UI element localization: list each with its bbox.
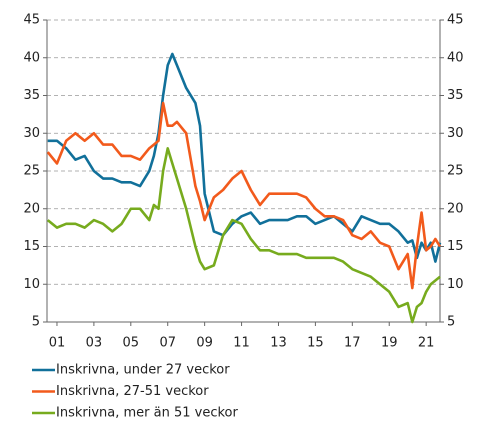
x-tick-label: 15 [307, 336, 324, 351]
y2-tick-label: 15 [447, 239, 464, 254]
legend-label: Inskrivna, 27-51 veckor [56, 384, 209, 399]
series-line [47, 52, 442, 263]
y-tick-label: 5 [32, 315, 40, 330]
x-tick-label: 13 [270, 336, 287, 351]
x-tick-label: 03 [86, 336, 103, 351]
y-tick-label: 35 [23, 88, 40, 103]
x-tick-label: 21 [418, 336, 435, 351]
y2-tick-label: 10 [447, 277, 464, 292]
x-tick-label: 11 [233, 336, 250, 351]
y2-tick-label: 40 [447, 50, 464, 65]
x-tick-label: 17 [344, 336, 361, 351]
x-tick-label: 19 [381, 336, 398, 351]
x-tick-label: 09 [196, 336, 213, 351]
y2-tick-label: 20 [447, 201, 464, 216]
y-tick-label: 25 [23, 164, 40, 179]
x-tick-label: 01 [49, 336, 66, 351]
y-tick-label: 45 [23, 13, 40, 28]
y-tick-label: 40 [23, 50, 40, 65]
x-tick-label: 07 [159, 336, 176, 351]
legend-label: Inskrivna, under 27 veckor [56, 363, 230, 378]
y-tick-label: 10 [23, 277, 40, 292]
y2-tick-label: 25 [447, 164, 464, 179]
y-tick-label: 30 [23, 126, 40, 141]
y2-tick-label: 45 [447, 13, 464, 28]
y-tick-label: 20 [23, 201, 40, 216]
y-tick-label: 15 [23, 239, 40, 254]
legend-label: Inskrivna, mer än 51 veckor [56, 406, 239, 421]
series-line [46, 147, 441, 324]
y2-tick-label: 35 [447, 88, 464, 103]
y2-tick-label: 30 [447, 126, 464, 141]
y2-tick-label: 5 [447, 315, 455, 330]
x-tick-label: 05 [123, 336, 140, 351]
series-line [46, 101, 442, 290]
